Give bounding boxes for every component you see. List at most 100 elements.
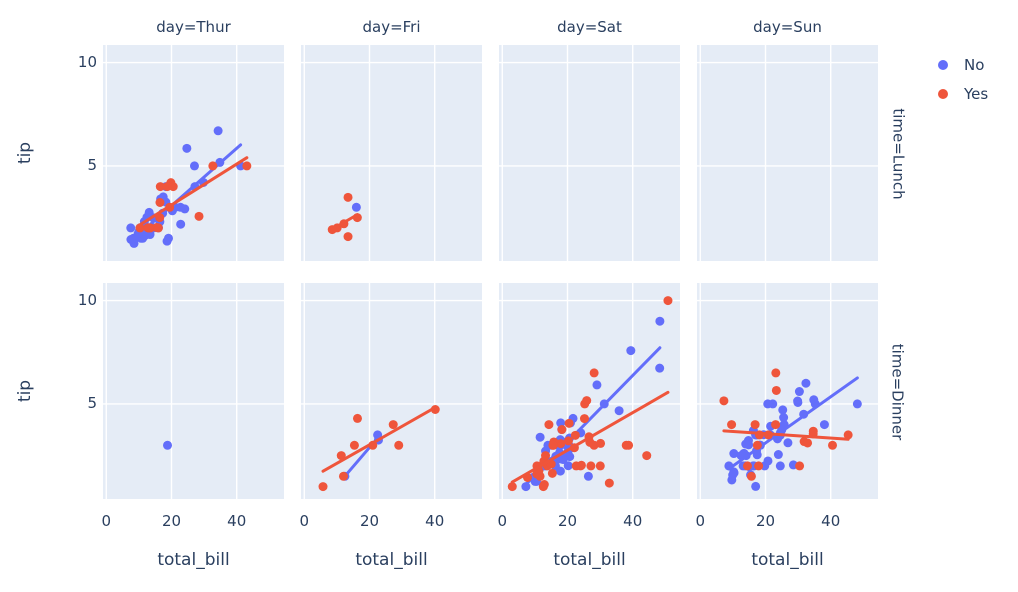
data-point-no[interactable] [773,450,783,460]
data-point-no[interactable] [778,405,788,415]
data-point-yes[interactable] [642,451,652,461]
data-point-no[interactable] [783,438,793,448]
facet-fri-dinner[interactable] [301,283,482,499]
data-point-yes[interactable] [719,396,729,406]
trendline-yes[interactable] [321,405,437,473]
data-point-yes[interactable] [548,440,558,450]
data-point-yes[interactable] [349,440,359,450]
data-point-yes[interactable] [388,420,398,430]
data-point-yes[interactable] [752,440,762,450]
data-point-yes[interactable] [547,468,557,478]
data-point-no[interactable] [793,396,803,406]
data-point-no[interactable] [801,378,811,388]
facet-panel[interactable] [697,283,878,499]
data-point-no[interactable] [176,219,186,229]
data-point-no[interactable] [775,461,785,471]
data-point-no[interactable] [555,466,565,476]
data-point-yes[interactable] [771,368,781,378]
data-point-yes[interactable] [746,471,756,481]
data-point-no[interactable] [213,126,223,136]
data-point-yes[interactable] [750,420,760,430]
data-point-no[interactable] [162,236,172,246]
data-point-yes[interactable] [343,192,353,202]
data-point-yes[interactable] [208,161,218,171]
data-point-yes[interactable] [507,482,517,492]
facet-panel[interactable] [103,283,284,499]
data-point-yes[interactable] [771,420,781,430]
data-point-yes[interactable] [144,223,154,233]
data-point-yes[interactable] [556,439,566,449]
data-point-yes[interactable] [135,223,145,233]
data-point-no[interactable] [763,456,773,466]
facet-fri-lunch[interactable] [301,45,482,261]
data-point-yes[interactable] [828,440,838,450]
data-point-yes[interactable] [579,414,589,424]
data-point-yes[interactable] [535,471,545,481]
data-point-no[interactable] [779,413,789,423]
data-point-no[interactable] [763,399,773,409]
legend-item-no[interactable]: No [938,56,984,74]
data-point-no[interactable] [592,380,602,390]
data-point-no[interactable] [189,161,199,171]
facet-sat-dinner[interactable] [499,283,680,499]
data-point-yes[interactable] [242,161,252,171]
data-point-yes[interactable] [808,426,818,436]
data-point-yes[interactable] [194,211,204,221]
data-point-no[interactable] [558,455,568,465]
data-point-yes[interactable] [803,438,813,448]
facet-thur-lunch[interactable] [103,45,284,261]
data-point-yes[interactable] [589,368,599,378]
data-point-yes[interactable] [557,425,567,435]
data-point-no[interactable] [163,440,173,450]
data-point-yes[interactable] [563,436,573,446]
facet-panel[interactable] [301,45,482,261]
data-point-no[interactable] [741,439,751,449]
data-point-yes[interactable] [564,418,574,428]
data-point-yes[interactable] [795,461,805,471]
data-point-no[interactable] [819,420,829,430]
facet-thur-dinner[interactable] [103,283,284,499]
data-point-yes[interactable] [544,420,554,430]
facet-panel[interactable] [499,45,680,261]
data-point-yes[interactable] [168,182,178,192]
trendline-yes[interactable] [510,390,670,484]
data-point-no[interactable] [140,231,150,241]
data-point-yes[interactable] [582,396,592,406]
facet-sat-lunch[interactable] [499,45,680,261]
data-point-yes[interactable] [541,451,551,461]
data-point-no[interactable] [521,482,531,492]
data-point-yes[interactable] [571,461,581,471]
data-point-no[interactable] [535,432,545,442]
data-point-yes[interactable] [343,232,353,242]
data-point-no[interactable] [729,449,739,459]
trendline-yes[interactable] [330,213,359,231]
facet-sun-dinner[interactable] [697,283,878,499]
trendline-no[interactable] [727,376,859,471]
data-point-yes[interactable] [727,420,737,430]
data-point-no[interactable] [655,316,665,326]
data-point-no[interactable] [180,204,190,214]
data-point-no[interactable] [144,207,154,217]
data-point-no[interactable] [751,481,761,491]
data-point-no[interactable] [809,395,819,405]
data-point-yes[interactable] [843,430,853,440]
data-point-yes[interactable] [595,461,605,471]
data-point-yes[interactable] [338,471,348,481]
data-point-yes[interactable] [394,440,404,450]
data-point-no[interactable] [563,461,573,471]
data-point-no[interactable] [794,387,804,397]
data-point-no[interactable] [182,143,192,153]
data-point-yes[interactable] [586,461,596,471]
legend-item-yes[interactable]: Yes [938,85,988,103]
data-point-no[interactable] [728,470,738,480]
facet-panel[interactable] [697,45,878,261]
data-point-no[interactable] [126,223,136,233]
data-point-yes[interactable] [538,482,548,492]
data-point-yes[interactable] [596,438,606,448]
trendline-yes[interactable] [722,429,850,441]
data-point-yes[interactable] [352,413,362,423]
data-point-no[interactable] [852,399,862,409]
data-point-yes[interactable] [742,461,752,471]
trendline-yes[interactable] [138,156,249,227]
data-point-no[interactable] [583,471,593,481]
